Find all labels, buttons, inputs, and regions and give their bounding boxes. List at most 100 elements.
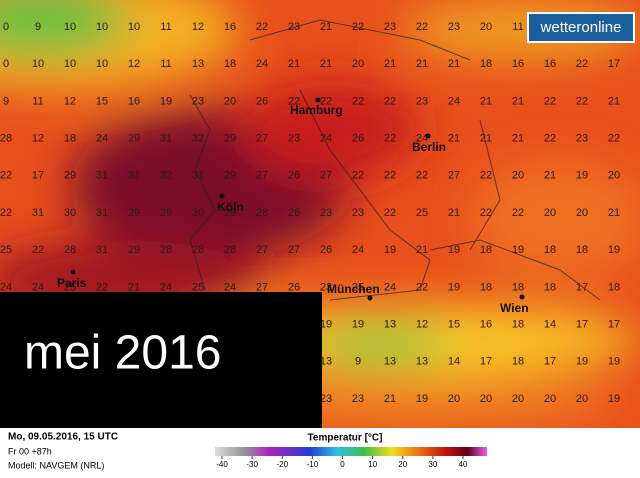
grid-value: 21 [480, 95, 492, 107]
grid-value: 21 [320, 58, 332, 70]
legend-tick-label: -30 [246, 460, 258, 469]
city-label: Köln [217, 200, 244, 214]
grid-value: 18 [224, 58, 236, 70]
grid-value: 11 [512, 21, 523, 33]
grid-value: 21 [288, 58, 300, 70]
legend-tick-label: 10 [368, 460, 377, 469]
grid-value: 22 [320, 95, 332, 107]
grid-value: 24 [96, 133, 108, 145]
grid-value: 12 [64, 95, 76, 107]
grid-value: 23 [416, 95, 428, 107]
grid-value: 21 [448, 58, 460, 70]
grid-value: 22 [544, 133, 556, 145]
grid-value: 20 [608, 170, 620, 182]
grid-value: 28 [160, 244, 172, 256]
grid-value: 25 [0, 244, 12, 256]
colorbar [215, 447, 487, 456]
grid-value: 22 [480, 170, 492, 182]
grid-value: 22 [480, 207, 492, 219]
grid-value: 24 [352, 244, 364, 256]
grid-value: 13 [384, 356, 396, 368]
legend-tick-label: 0 [340, 460, 345, 469]
grid-value: 23 [448, 21, 460, 33]
grid-value: 29 [128, 244, 140, 256]
grid-value: 22 [384, 207, 396, 219]
grid-value: 27 [256, 170, 268, 182]
grid-value: 32 [160, 170, 172, 182]
grid-value: 31 [128, 170, 140, 182]
grid-value: 27 [320, 170, 332, 182]
grid-value: 19 [160, 95, 172, 107]
logo: wetteronline [540, 19, 622, 36]
grid-value: 25 [416, 207, 428, 219]
grid-value: 16 [512, 58, 524, 70]
grid-value: 28 [256, 207, 268, 219]
grid-value: 22 [384, 133, 396, 145]
grid-value: 22 [416, 21, 428, 33]
city-label: Paris [57, 276, 87, 290]
grid-value: 20 [576, 393, 588, 405]
city-label: München [327, 282, 380, 296]
grid-value: 22 [0, 170, 12, 182]
grid-value: 19 [576, 356, 588, 368]
model: Modell: NAVGEM (NRL) [8, 460, 104, 470]
grid-value: 20 [480, 393, 492, 405]
grid-value: 10 [96, 58, 108, 70]
grid-value: 15 [448, 319, 460, 331]
grid-value: 12 [128, 58, 140, 70]
grid-value: 31 [192, 170, 204, 182]
grid-value: 23 [320, 393, 332, 405]
grid-value: 21 [448, 207, 460, 219]
grid-value: 22 [32, 244, 44, 256]
grid-value: 22 [544, 95, 556, 107]
cities: Hamburg Berlin Köln Paris München Wien [57, 97, 529, 315]
grid-value: 28 [0, 133, 12, 145]
grid-value: 22 [416, 281, 428, 293]
grid-value: 12 [32, 133, 44, 145]
grid-value: 29 [224, 207, 236, 219]
grid-value: 19 [608, 356, 620, 368]
grid-value: 18 [512, 356, 524, 368]
grid-value: 19 [576, 170, 588, 182]
grid-value: 21 [416, 58, 428, 70]
grid-value: 26 [352, 133, 364, 145]
grid-value: 21 [608, 207, 620, 219]
grid-value: 21 [128, 281, 140, 293]
grid-value: 31 [96, 170, 108, 182]
legend-title: Temperatur [°C] [308, 433, 383, 444]
grid-value: 31 [96, 207, 108, 219]
grid-value: 26 [288, 170, 300, 182]
grid-value: 29 [160, 207, 172, 219]
grid-value: 9 [35, 21, 41, 33]
grid-value: 18 [544, 244, 556, 256]
grid-value: 26 [320, 244, 332, 256]
grid-value: 25 [64, 281, 76, 293]
grid-value: 28 [64, 244, 76, 256]
grid-value: 24 [224, 281, 236, 293]
grid-value: 21 [320, 21, 332, 33]
grid-value: 31 [160, 133, 172, 145]
overlay-box [0, 292, 322, 428]
temperature-grid: 0 9 10 10 10 11 12 16 22 23 21 22 23 22 23 20 11 0 10 10 10 1… [0, 21, 620, 405]
grid-value: 10 [64, 58, 76, 70]
grid-value: 21 [384, 393, 396, 405]
grid-value: 22 [352, 95, 364, 107]
grid-value: 16 [128, 95, 140, 107]
grid-value: 17 [576, 281, 588, 293]
grid-value: 22 [0, 207, 12, 219]
grid-value: 18 [512, 281, 524, 293]
grid-value: 20 [352, 58, 364, 70]
grid-value: 20 [512, 393, 524, 405]
run: Fr 00 +87h [8, 446, 52, 456]
grid-value: 19 [448, 281, 460, 293]
city-dot [219, 193, 225, 199]
grid-value: 10 [64, 21, 76, 33]
city-dot [425, 133, 431, 139]
grid-value: 19 [608, 393, 620, 405]
grid-value: 22 [384, 170, 396, 182]
legend-ticks: -40 -30 -20 -10 0 10 20 30 40 [216, 456, 468, 469]
grid-value: 26 [288, 281, 300, 293]
grid-value: 19 [512, 244, 524, 256]
grid-value: 14 [448, 356, 460, 368]
grid-value: 24 [448, 95, 460, 107]
